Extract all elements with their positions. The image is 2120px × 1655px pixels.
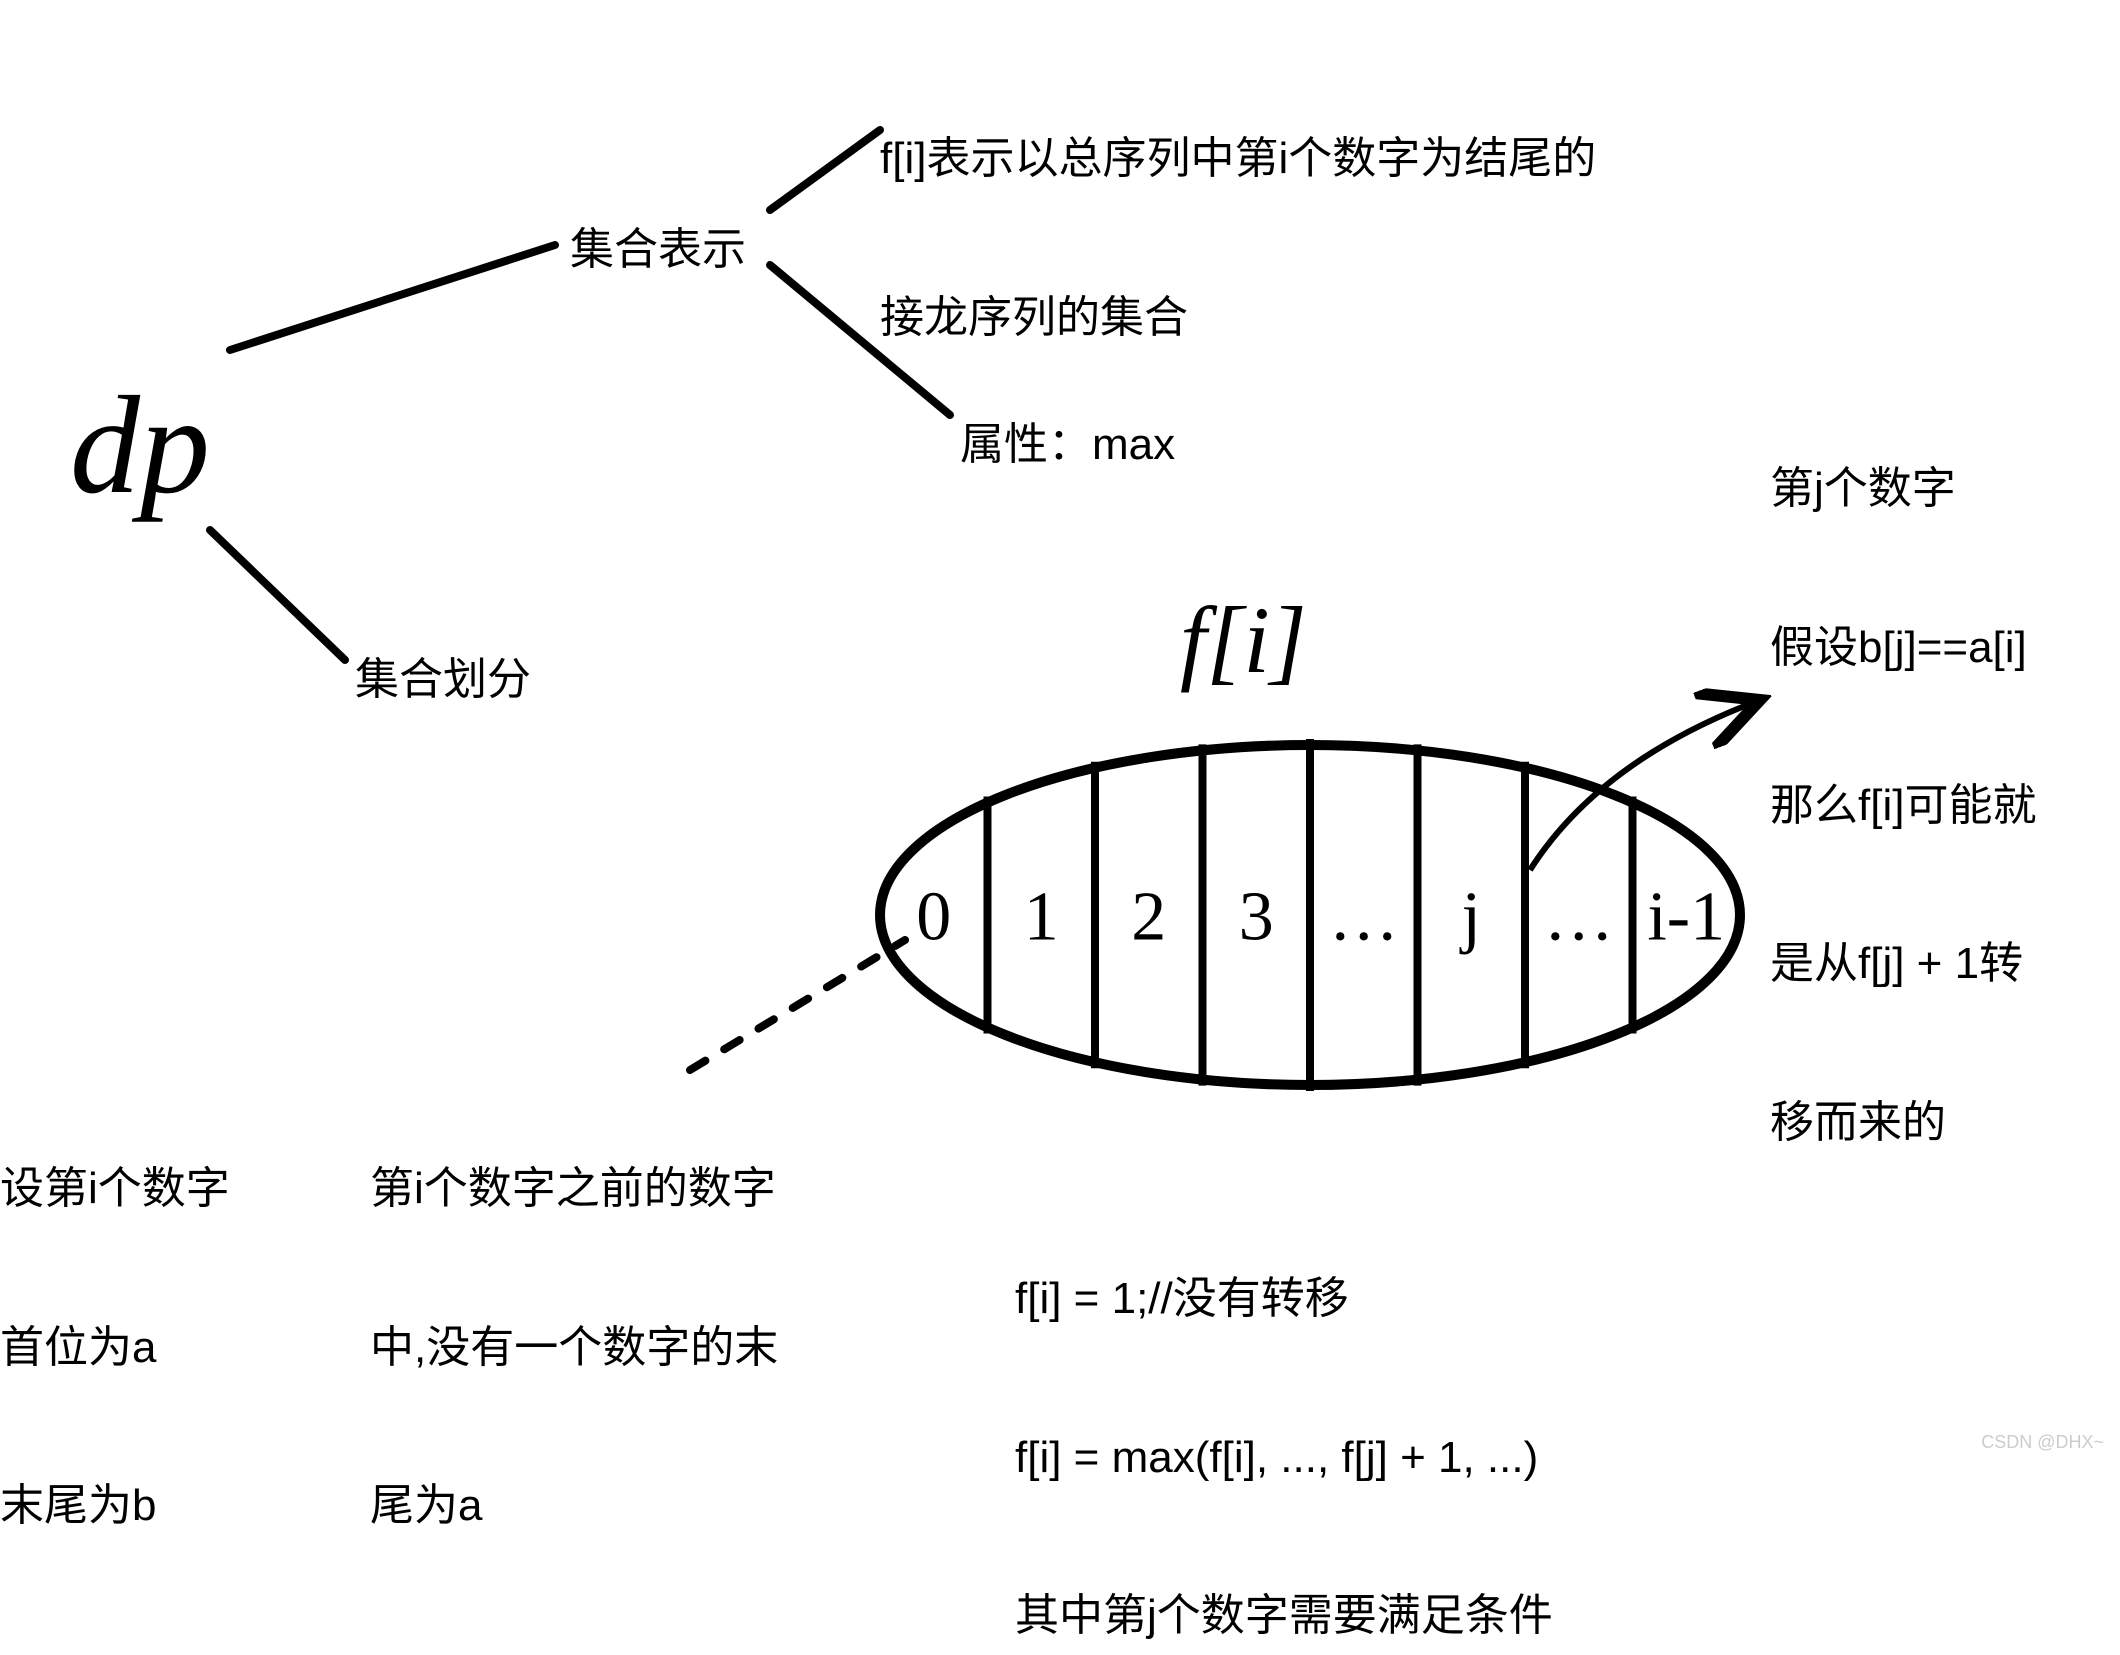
root-label: dp [70, 320, 210, 572]
branch-set-representation: 集合表示 [570, 210, 746, 289]
bottom-left-note-2: 第i个数字之前的数字 中,没有一个数字的末 尾为a [370, 1070, 778, 1545]
eq-line2: f[i] = max(f[i], ..., f[j] + 1, ...) [1015, 1433, 1538, 1482]
svg-text:2: 2 [1131, 879, 1166, 956]
anno-line1: 第j个数字 [1770, 464, 1956, 513]
equations-block: f[i] = 1;//没有转移 f[i] = max(f[i], ..., f[… [1015, 1180, 1553, 1655]
anno-line3: 那么f[i]可能就 [1770, 781, 2036, 830]
fi-handwritten-label: f[i] [1180, 555, 1307, 726]
anno-line2: 假设b[j]==a[i] [1770, 623, 2027, 672]
bl2-line2: 中,没有一个数字的末 [370, 1323, 778, 1372]
svg-text:…: … [1329, 879, 1399, 956]
bl2-line3: 尾为a [370, 1481, 482, 1530]
eq-line3: 其中第j个数字需要满足条件 [1015, 1591, 1553, 1640]
bl1-line2: 首位为a [0, 1323, 156, 1372]
right-annotation: 第j个数字 假设b[j]==a[i] 那么f[i]可能就 是从f[j] + 1转… [1770, 370, 2036, 1162]
anno-line4: 是从f[j] + 1转 [1770, 939, 2023, 988]
branch-attribute: 属性：max [960, 405, 1175, 484]
svg-text:i-1: i-1 [1647, 879, 1725, 956]
bl2-line1: 第i个数字之前的数字 [370, 1164, 776, 1213]
svg-text:…: … [1544, 879, 1614, 956]
anno-line5: 移而来的 [1770, 1098, 1946, 1147]
svg-text:j: j [1459, 879, 1481, 956]
watermark: CSDN @DHX~ [1981, 1432, 2104, 1453]
eq-line1: f[i] = 1;//没有转移 [1015, 1274, 1349, 1323]
bottom-left-note-1: 设第i个数字 首位为a 末尾为b [0, 1070, 230, 1545]
fi-desc-line2: 接龙序列的集合 [880, 293, 1188, 342]
branch-set-partition: 集合划分 [355, 640, 531, 719]
fi-description: f[i]表示以总序列中第i个数字为结尾的 接龙序列的集合 [880, 40, 1596, 357]
fi-desc-line1: f[i]表示以总序列中第i个数字为结尾的 [880, 134, 1596, 183]
svg-text:3: 3 [1239, 879, 1274, 956]
svg-text:0: 0 [916, 879, 951, 956]
bl1-line3: 末尾为b [0, 1481, 156, 1530]
bl1-line1: 设第i个数字 [0, 1164, 230, 1213]
svg-text:1: 1 [1024, 879, 1059, 956]
